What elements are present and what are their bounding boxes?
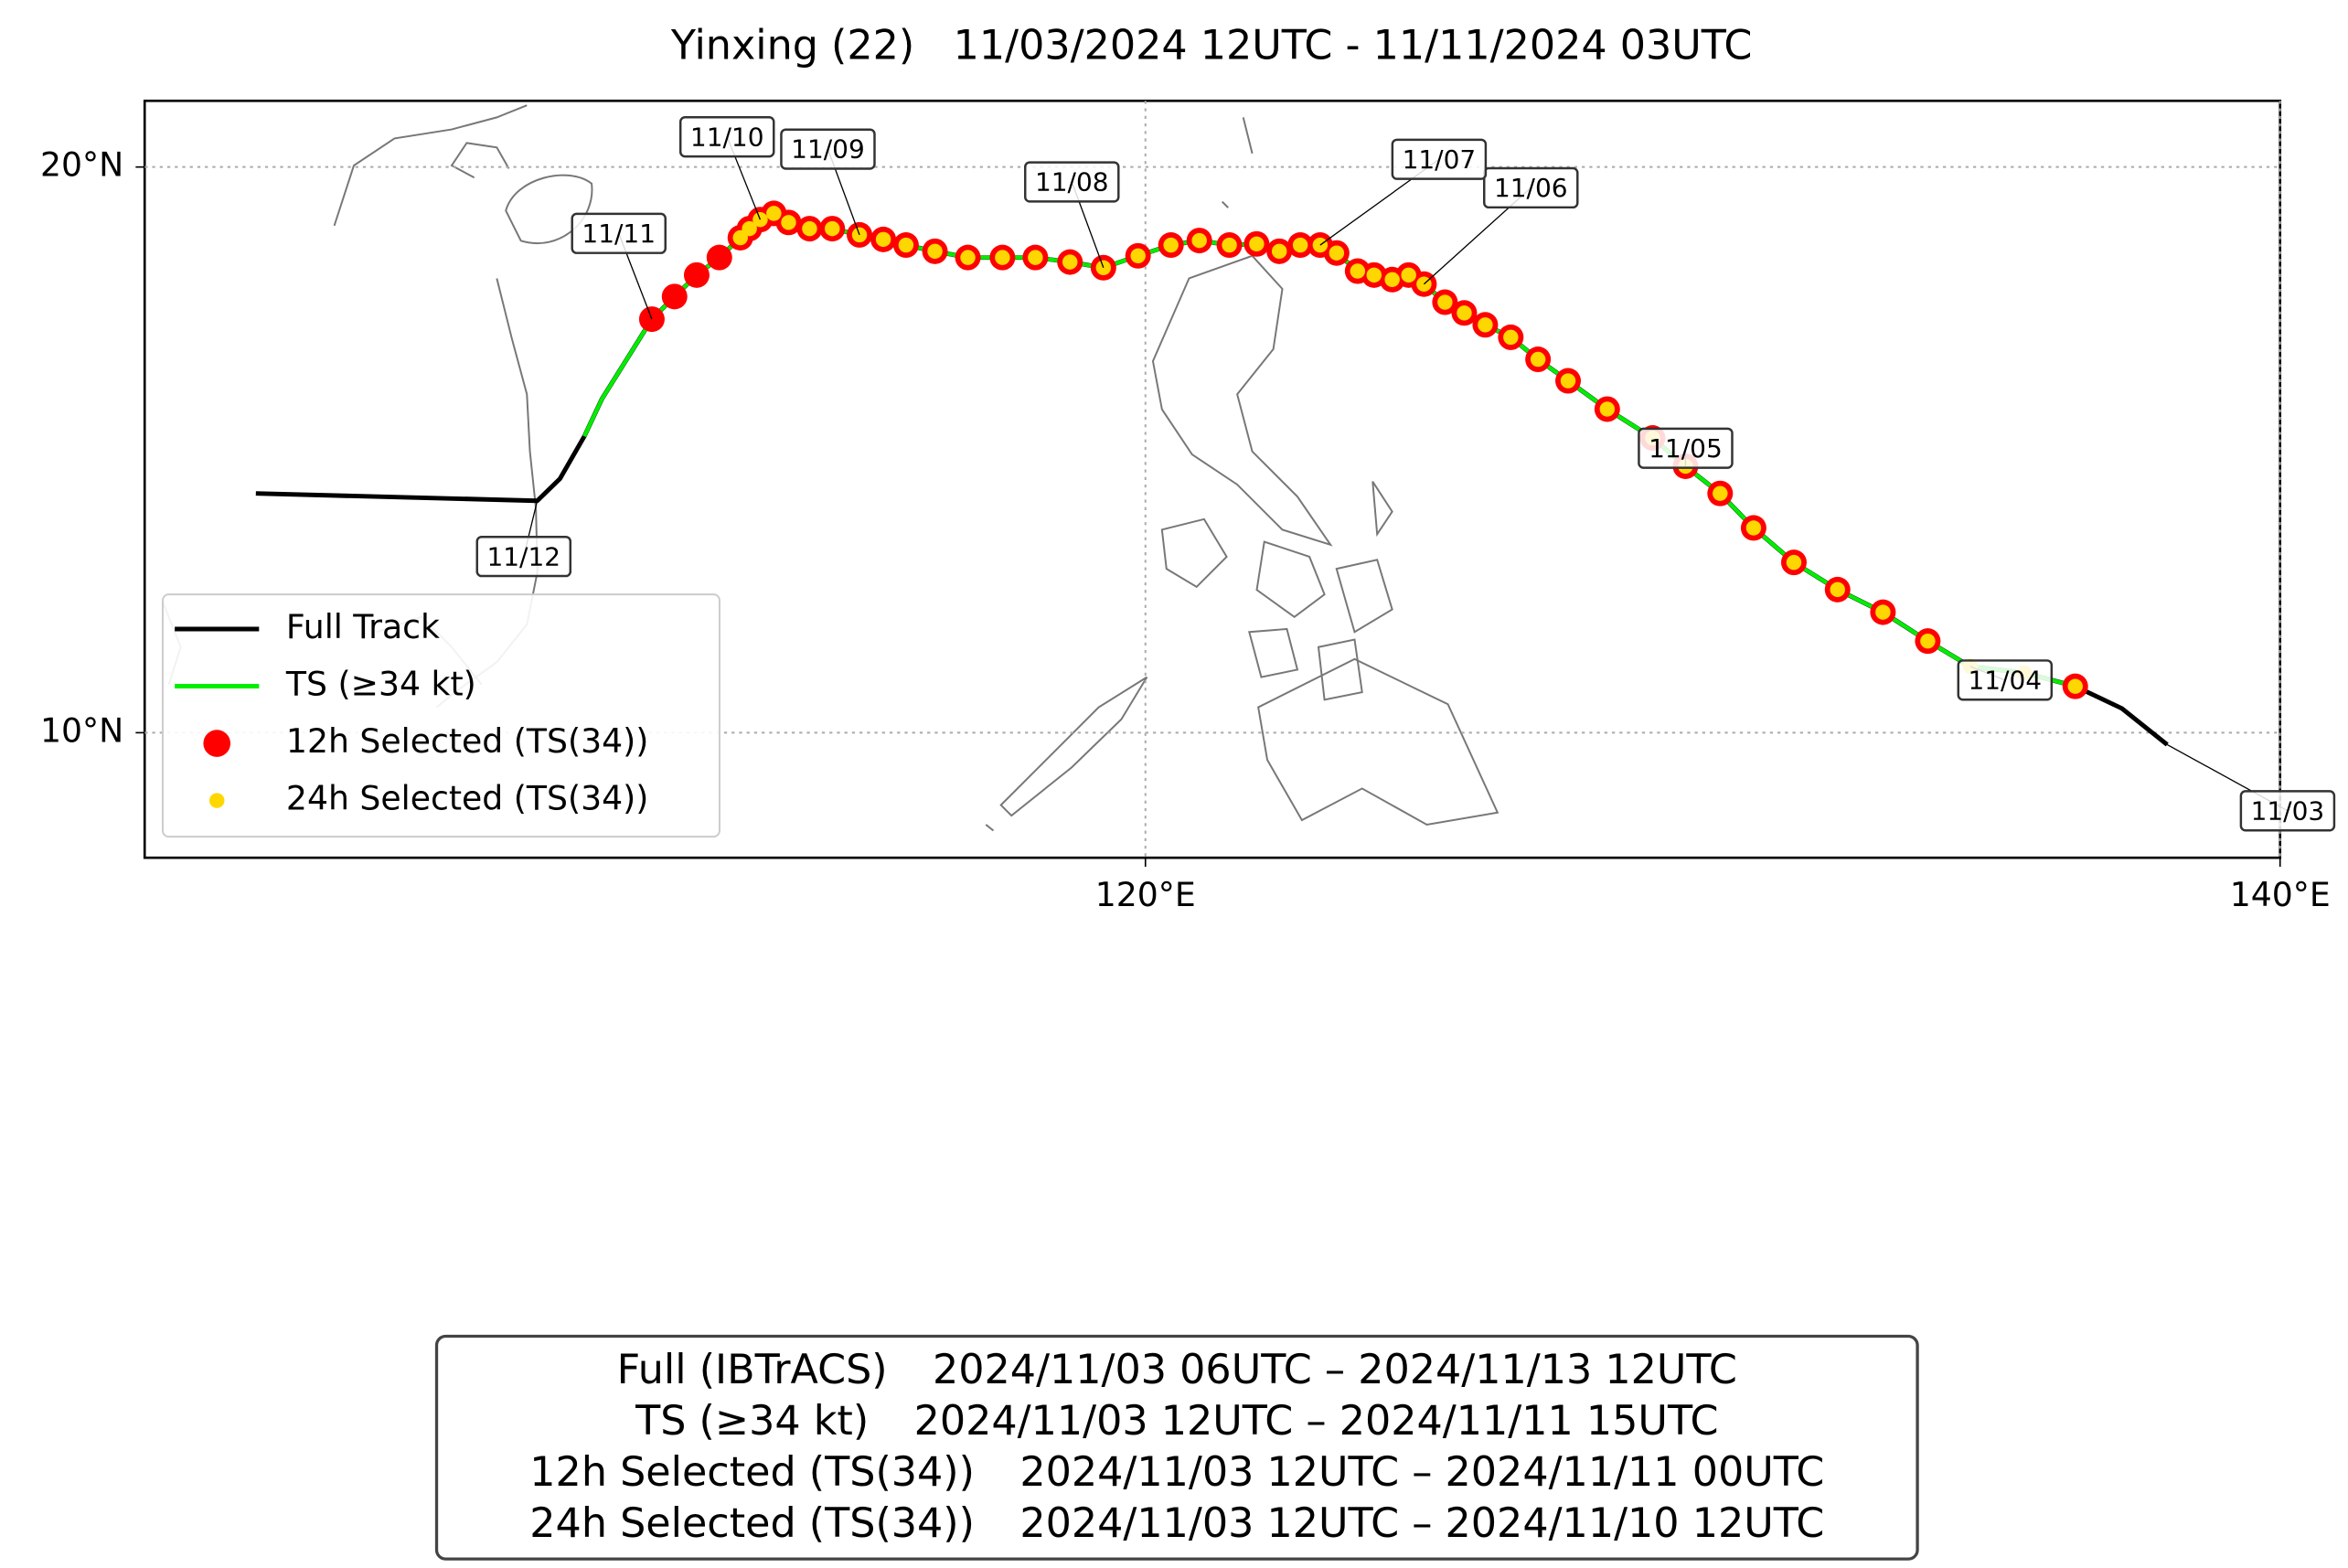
legend-swatch (208, 793, 225, 808)
track-point (1271, 243, 1287, 260)
label-box (1024, 161, 1120, 203)
track-point (1478, 317, 1493, 333)
summary-range: 2024/11/03 06UTC – 2024/11/13 12UTC (933, 1347, 1737, 1393)
track-point (802, 220, 817, 237)
y-tick-label: 20°N (40, 145, 123, 185)
label-box (678, 116, 775, 158)
track-point (1830, 581, 1845, 598)
track-point (1503, 329, 1519, 346)
legend-label: 24h Selected (TS(34)) (286, 779, 648, 818)
legend-label: Full Track (286, 607, 440, 646)
track-point (1366, 267, 1382, 283)
track-point (1745, 520, 1762, 536)
legend-box (161, 593, 720, 838)
track-point (1457, 305, 1472, 321)
track-point (1163, 237, 1179, 253)
label-box (571, 212, 667, 254)
date-label: 11/06 (1494, 173, 1568, 203)
coastline (1257, 657, 1500, 826)
label-box (1391, 138, 1488, 180)
track-point (1028, 250, 1043, 265)
date-label: 11/12 (486, 541, 560, 571)
summary-name: TS (≥34 kt) (635, 1398, 869, 1445)
summary-line: 24h Selected (TS(34)) 2024/11/03 12UTC – … (529, 1500, 1824, 1547)
coastline (985, 676, 1148, 832)
track-point (1222, 237, 1237, 253)
label-box (1638, 427, 1734, 469)
coastline (505, 174, 593, 245)
coastline (1160, 481, 1393, 701)
track-point (1875, 604, 1891, 620)
track-point (1292, 237, 1308, 253)
label-box (475, 535, 572, 578)
track-point (1437, 294, 1453, 310)
track-point (875, 231, 891, 248)
summary-name: Full (IBTrACS) (617, 1347, 888, 1393)
track-point (781, 215, 796, 230)
track-point (825, 220, 840, 237)
track-point (1713, 485, 1728, 501)
track-point (1920, 633, 1936, 649)
summary-range: 2024/11/03 12UTC – 2024/11/11 15UTC (914, 1398, 1719, 1445)
track-point (2067, 678, 2083, 694)
plot-layer: 120°E 140°E 10°N 20°N 11/03 11/04 11/05 11/06 11… (40, 101, 2336, 1561)
date-label: 11/04 (1968, 665, 2042, 695)
coastline (1151, 117, 1333, 547)
date-label: 11/03 (2251, 795, 2325, 826)
date-label: 11/10 (690, 122, 764, 152)
chart-title: Yinxing (22) 11/03/2024 12UTC - 11/11/20… (670, 23, 1752, 69)
x-tick-label: 140°E (2230, 875, 2331, 914)
summary-line: Full (IBTrACS) 2024/11/03 06UTC – 2024/11… (617, 1347, 1737, 1393)
summary-line: 12h Selected (TS(34)) 2024/11/03 12UTC – … (529, 1449, 1824, 1496)
summary-range: 2024/11/03 12UTC – 2024/11/11 00UTC (1019, 1449, 1824, 1496)
label-box (1483, 166, 1579, 209)
legend-swatch (203, 730, 231, 757)
summary-range: 2024/11/03 12UTC – 2024/11/10 12UTC (1019, 1500, 1824, 1547)
date-label: 11/08 (1035, 167, 1109, 197)
track-point (1599, 401, 1616, 417)
track-point (1329, 245, 1345, 261)
track-point (1401, 267, 1416, 283)
track-point (766, 206, 782, 221)
track-point (1350, 263, 1366, 279)
x-tick-label: 120°E (1095, 875, 1196, 914)
track-point (1560, 373, 1576, 389)
y-tick-label: 10°N (40, 710, 123, 750)
legend-label: 12h Selected (TS(34)) (286, 721, 648, 761)
track-point (1191, 232, 1207, 249)
track-point (661, 283, 688, 310)
legend-label: TS (≥34 kt) (285, 665, 476, 704)
track-point (1786, 554, 1802, 571)
date-label: 11/05 (1649, 433, 1723, 464)
track-point (1062, 254, 1078, 270)
track-point (960, 250, 976, 265)
date-label: 11/07 (1403, 144, 1477, 175)
track-point (1249, 236, 1265, 252)
track-point (1530, 351, 1546, 368)
track-point (683, 261, 710, 288)
track-point (1130, 248, 1146, 264)
summary-box (434, 1334, 1919, 1561)
date-label: 11/09 (791, 134, 865, 165)
label-box (780, 128, 876, 170)
label-box (2239, 790, 2336, 832)
track-point (927, 243, 943, 260)
summary-line: TS (≥34 kt) 2024/11/03 12UTC – 2024/11/11… (635, 1398, 1718, 1445)
track-point (706, 244, 732, 271)
track-point (1384, 272, 1400, 288)
date-label: 11/11 (582, 219, 656, 249)
label-box (1957, 659, 2054, 701)
track-point (732, 229, 748, 246)
summary-name: 12h Selected (TS(34)) (529, 1449, 975, 1496)
summary-name: 24h Selected (TS(34)) (529, 1500, 975, 1547)
track-point (898, 237, 914, 253)
track-point (995, 250, 1010, 265)
